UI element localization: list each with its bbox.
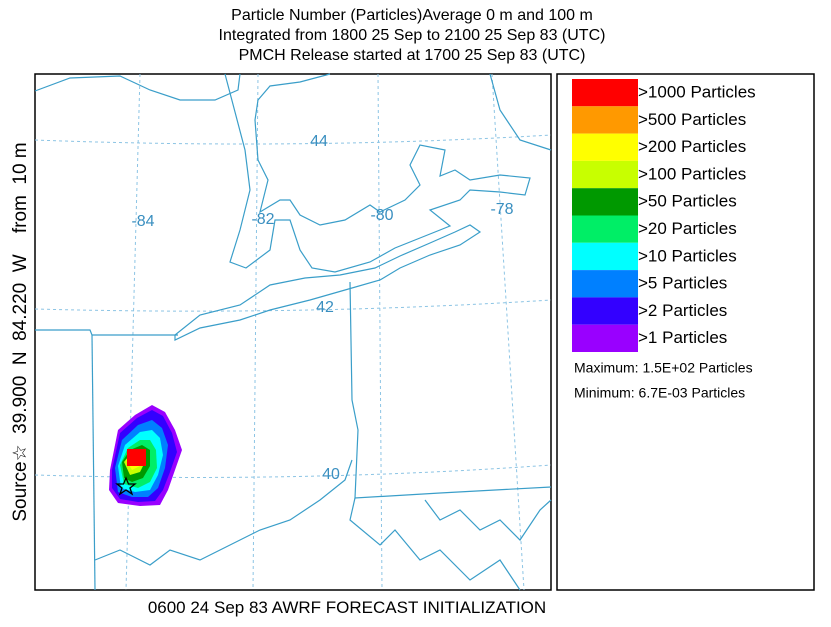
legend-label: >10 Particles — [638, 246, 737, 265]
coastline — [34, 73, 241, 101]
legend-label: >5 Particles — [638, 274, 727, 293]
legend-swatch — [572, 160, 638, 189]
legend-label: >200 Particles — [638, 137, 746, 156]
legend-swatch — [572, 297, 638, 325]
map: -84 -82 -80 -78 44 42 40 — [34, 73, 552, 591]
lon-label: -78 — [490, 201, 513, 218]
legend-swatch — [572, 79, 638, 107]
coastline — [224, 73, 531, 273]
meridian — [252, 73, 259, 591]
legend-label: >1000 Particles — [638, 82, 756, 101]
state-border — [91, 334, 96, 591]
meridian — [491, 73, 525, 591]
legend-swatch — [572, 242, 638, 271]
footer: 0600 24 Sep 83 AWRF FORECAST INITIALIZAT… — [148, 598, 546, 617]
header-line: PMCH Release started at 1700 25 Sep 83 (… — [239, 47, 586, 64]
header-line: Integrated from 1800 25 Sep to 2100 25 S… — [219, 27, 606, 44]
legend: Maximum: 1.5E+02 Particles Minimum: 6.7E… — [556, 73, 815, 591]
legend-swatch — [572, 324, 638, 352]
lon-label: -84 — [131, 213, 154, 230]
parallel — [34, 299, 552, 312]
source-star — [115, 476, 137, 496]
state-border — [349, 497, 521, 591]
geography — [34, 73, 552, 591]
legend-label: >500 Particles — [638, 110, 746, 129]
legend-label: >2 Particles — [638, 301, 727, 320]
legend-swatch — [572, 188, 638, 216]
lat-label: 42 — [316, 299, 334, 316]
legend-swatch — [572, 215, 638, 243]
plume — [109, 405, 182, 506]
meridian — [377, 73, 383, 591]
grid — [34, 73, 552, 591]
header-line: Particle Number (Particles)Average 0 m a… — [231, 7, 593, 24]
state-border — [35, 329, 178, 336]
legend-label: >1 Particles — [638, 328, 727, 347]
lon-label: -80 — [370, 207, 393, 224]
state-border — [424, 499, 552, 541]
lat-label: 40 — [322, 466, 340, 483]
state-border — [349, 281, 552, 499]
meridian — [125, 73, 141, 591]
legend-label: >20 Particles — [638, 219, 737, 238]
maximum: Maximum: 1.5E+02 Particles — [574, 360, 753, 376]
parallel — [34, 134, 552, 145]
lake-erie — [174, 224, 482, 341]
legend-swatch — [572, 106, 638, 134]
map-frame — [34, 73, 552, 591]
parallel — [34, 464, 552, 478]
plume-contour — [127, 449, 146, 466]
legend-swatch — [572, 270, 638, 298]
legend-label: >100 Particles — [638, 164, 746, 183]
legend-label: >50 Particles — [638, 192, 737, 211]
river — [94, 459, 353, 566]
lat-label: 44 — [310, 133, 328, 150]
minimum: Minimum: 6.7E-03 Particles — [574, 385, 745, 401]
coastline — [489, 73, 552, 151]
lon-label: -82 — [251, 211, 274, 228]
legend-swatch — [572, 133, 638, 161]
source-label: Source☆ 39.900 N 84.220 W from 10 m — [10, 142, 31, 521]
